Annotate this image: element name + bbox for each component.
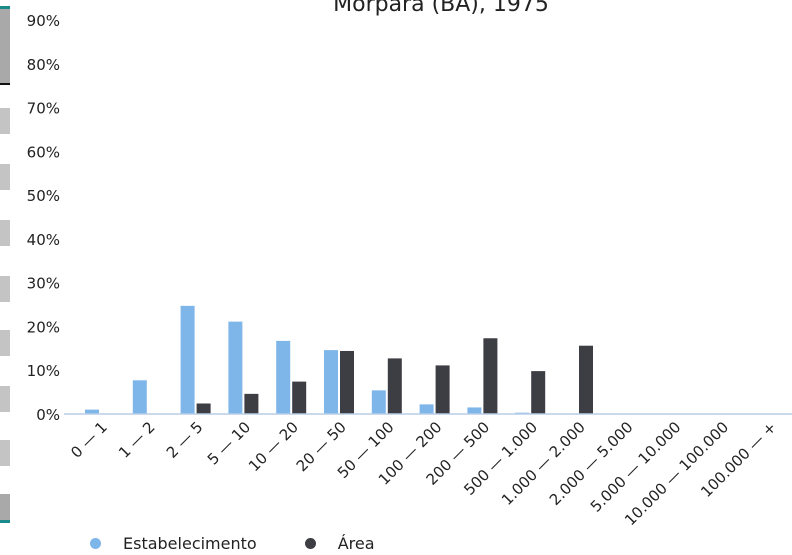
rail-segment [0, 386, 10, 412]
x-tick-label: 0 — 1 [67, 418, 111, 462]
rail-segment [0, 330, 10, 356]
y-tick-label: 90% [27, 12, 60, 30]
x-tick-label: 1 — 2 [115, 418, 159, 462]
left-scroll-rail[interactable] [0, 0, 12, 555]
rail-segment [0, 440, 10, 466]
bar-area[interactable] [531, 371, 546, 414]
x-tick-label: 10 — 20 [245, 418, 302, 475]
y-tick-label: 30% [27, 275, 60, 293]
y-tick-label: 50% [27, 187, 60, 205]
x-tick-label: 2.000 — 5.000 [546, 418, 637, 509]
rail-handle-bottom[interactable] [0, 494, 10, 523]
y-tick-label: 40% [27, 231, 60, 249]
bar-estabelecimento[interactable] [180, 305, 195, 414]
y-tick-label: 20% [27, 318, 60, 336]
bars [85, 305, 593, 414]
bar-estabelecimento[interactable] [371, 390, 386, 414]
legend: Estabelecimento Área [90, 534, 375, 553]
bar-estabelecimento[interactable] [467, 407, 482, 414]
bar-area[interactable] [579, 345, 593, 414]
y-tick-label: 70% [27, 100, 60, 118]
legend-dot-area [304, 538, 316, 549]
bar-area[interactable] [292, 381, 307, 414]
bar-estabelecimento[interactable] [419, 404, 434, 414]
bar-area[interactable] [435, 365, 450, 414]
bar-area[interactable] [196, 403, 211, 414]
legend-label-area: Área [337, 534, 375, 553]
y-tick-label: 0% [36, 406, 60, 424]
y-tick-label: 80% [27, 56, 60, 74]
legend-item-estabelecimento[interactable]: Estabelecimento [90, 534, 257, 553]
bar-estabelecimento[interactable] [324, 350, 338, 414]
bar-area[interactable] [483, 338, 498, 414]
y-axis: 0% 10% 20% 30% 40% 50% 60% 70% 80% 90% [27, 12, 60, 424]
rail-segment [0, 164, 10, 190]
bar-area[interactable] [244, 393, 259, 414]
legend-item-area[interactable]: Área [304, 534, 375, 553]
legend-label-estabelecimento: Estabelecimento [123, 534, 257, 553]
bar-area[interactable] [387, 358, 402, 414]
rail-segment [0, 108, 10, 134]
y-tick-label: 10% [27, 362, 60, 380]
rail-segment [0, 220, 10, 246]
bar-estabelecimento[interactable] [228, 321, 243, 414]
x-tick-label: 2 — 5 [163, 418, 207, 462]
x-tick-label: 1.000 — 2.000 [498, 418, 589, 509]
chart-title: Morpará (BA), 1975 [333, 0, 549, 17]
y-tick-label: 60% [27, 143, 60, 161]
bar-area[interactable] [340, 350, 354, 414]
bar-estabelecimento[interactable] [132, 380, 147, 414]
bar-estabelecimento[interactable] [85, 409, 99, 414]
legend-dot-estabelecimento [90, 538, 101, 549]
bar-estabelecimento[interactable] [276, 340, 291, 414]
rail-segment [0, 276, 10, 302]
rail-handle[interactable] [0, 6, 10, 85]
